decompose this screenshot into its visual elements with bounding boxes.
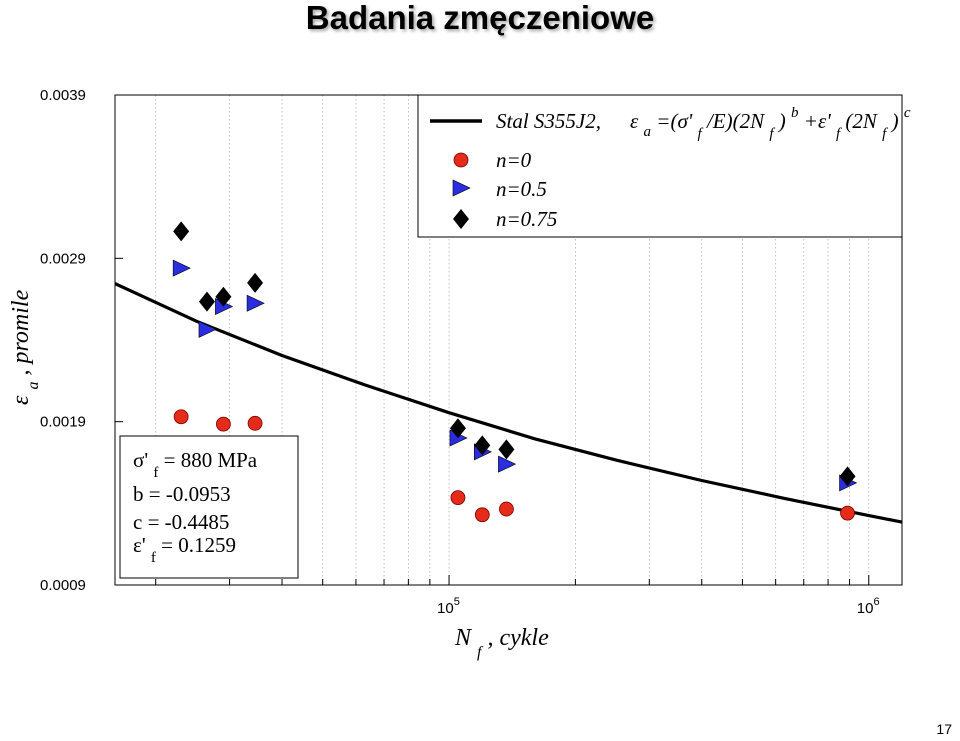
legend-curve-name: Stal S355J2, (496, 109, 601, 133)
x-tick-exponent: 6 (873, 596, 879, 608)
x-tick-base: 10 (437, 600, 454, 617)
point-circle (450, 490, 466, 506)
point-circle (216, 416, 231, 432)
param-b: b = -0.0953 (133, 482, 231, 506)
y-axis-label-rest: , promile (8, 289, 34, 375)
legend-eq-p5: (2N (845, 109, 877, 133)
x-tick-exponent: 5 (454, 596, 460, 608)
legend-box (417, 94, 903, 238)
legend-eq-c: c (904, 105, 911, 121)
y-tick-label: 0.0019 (40, 414, 86, 431)
point-diamond (198, 291, 215, 312)
y-axis-ticks: 0.0039 0.0029 0.0019 0.0009 (40, 87, 123, 594)
param-c: c = -0.4485 (133, 510, 229, 534)
x-tick-label: 106 (857, 596, 880, 617)
page-number: 17 (936, 721, 952, 737)
point-triangle (198, 320, 217, 338)
legend: Stal S355J2, ε a =(σ' f /E)(2N f ) b +ε'… (417, 94, 911, 238)
param-sigma-sub: f (153, 465, 158, 481)
point-diamond (215, 286, 232, 307)
x-tick-label: 105 (437, 596, 460, 617)
point-diamond (839, 466, 856, 487)
y-axis-label-main: ε (8, 395, 34, 405)
x-tick-base: 10 (857, 600, 874, 617)
param-eps-value: = 0.1259 (161, 533, 236, 557)
legend-label-n0: n=0 (496, 148, 532, 172)
y-axis-label: ε a , promile (8, 289, 44, 405)
point-diamond (247, 272, 264, 293)
legend-marker-diamond (453, 209, 469, 229)
point-triangle (498, 455, 517, 473)
page-title: Badania zmęczeniowe (305, 0, 655, 36)
param-sigma: σ' f = 880 MPa (133, 448, 258, 482)
legend-label-n05: n=0.5 (496, 177, 547, 201)
x-axis-label: N f , cykle (454, 625, 549, 663)
y-tick-label: 0.0029 (40, 250, 86, 267)
y-axis-label-sub: a (25, 382, 42, 390)
fit-curve (115, 282, 902, 524)
y-tick-label: 0.0039 (40, 87, 86, 104)
legend-eq-f1: f (698, 126, 704, 142)
param-eps-sym: ε' (133, 533, 146, 557)
point-triangle (172, 259, 191, 277)
param-eps: ε' f = 0.1259 (133, 533, 236, 567)
point-diamond (474, 435, 491, 456)
legend-eq-p4: +ε' (804, 109, 831, 133)
param-eps-sub: f (151, 550, 156, 566)
point-circle (499, 501, 514, 517)
parameter-box: σ' f = 880 MPa b = -0.0953 c = -0.4485 ε… (119, 435, 299, 579)
x-axis-label-rest: , cykle (487, 625, 549, 651)
point-diamond (498, 439, 515, 460)
legend-eq-a: a (644, 124, 652, 140)
param-sigma-value: = 880 MPa (164, 448, 258, 472)
legend-eq-p2: /E)(2N (706, 109, 765, 133)
grid-lines (114, 94, 903, 586)
legend-eq-p3: ) (778, 109, 786, 133)
x-axis-label-main: N (454, 625, 473, 651)
legend-eq-p6: ) (891, 109, 899, 133)
point-diamond (449, 418, 466, 439)
legend-eq-f3: f (836, 126, 842, 142)
legend-eq-b: b (791, 105, 799, 121)
point-triangle (246, 294, 265, 312)
point-circle (474, 507, 490, 523)
x-axis-label-sub: f (477, 644, 484, 661)
legend-label-n075: n=0.75 (496, 207, 557, 231)
legend-eq-eps: ε (630, 109, 639, 133)
legend-eq-p1: =(σ' (656, 109, 693, 133)
point-circle (173, 409, 189, 425)
fit-curve-layer (115, 282, 902, 524)
x-axis-ticks: 105 106 (437, 596, 880, 617)
legend-curve-text: Stal S355J2, ε a =(σ' f /E)(2N f ) b +ε'… (496, 98, 911, 143)
legend-eq-f4: f (882, 126, 888, 142)
legend-marker-circle (453, 152, 469, 168)
y-tick-label: 0.0009 (40, 577, 86, 594)
legend-eq-f2: f (769, 126, 775, 142)
legend-marker-triangle (452, 179, 471, 197)
point-circle (247, 415, 263, 431)
point-circle (840, 505, 855, 521)
param-sigma-sym: σ' (133, 448, 148, 472)
point-diamond (173, 221, 190, 242)
parameter-box-frame (119, 435, 299, 579)
